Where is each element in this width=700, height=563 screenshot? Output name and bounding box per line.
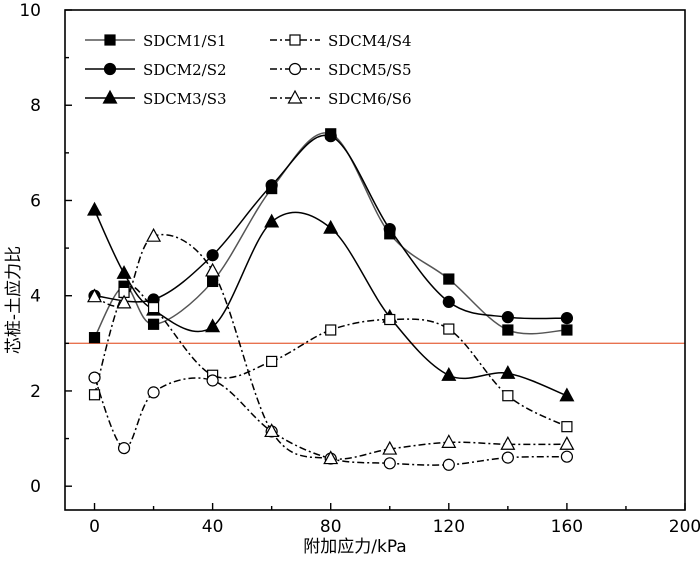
data-point-s2-4 [265,179,278,192]
legend-label-2: SDCM2/S2 [143,61,227,79]
legend-label-4: SDCM4/S4 [328,32,412,50]
legend-marker-1 [104,34,116,46]
data-point-s5-10 [560,450,574,463]
legend-marker-3 [102,89,118,104]
legend-label-1: SDCM1/S1 [143,32,227,50]
legend-label-5: SDCM5/S5 [328,61,412,79]
data-point-s2-8 [501,311,514,324]
data-point-s3-8 [441,366,457,381]
series-lines-group [93,132,568,466]
data-point-s1-3 [147,318,160,330]
series-markers-group [87,128,575,471]
legend-marker-5 [288,62,302,76]
series-line-5 [93,377,567,466]
data-point-s6-7 [382,440,398,455]
x-tick-label: 120 [433,517,465,537]
data-point-s2-6 [383,222,396,236]
y-tick-label: 6 [30,191,41,211]
data-point-s3-1 [87,201,103,216]
data-point-s1-1 [88,332,101,344]
data-point-s4-6 [325,324,337,336]
data-point-s6-6 [323,450,339,465]
data-point-s1-9 [502,324,514,336]
legend-label-3: SDCM3/S3 [143,90,227,108]
plot-frame [64,9,686,511]
data-point-s4-10 [561,421,573,433]
y-tick-label: 10 [19,1,41,21]
x-tick-label: 0 [89,517,100,537]
y-tick-label: 0 [30,477,41,497]
x-tick-label: 80 [320,517,342,537]
data-point-s4-7 [384,313,396,326]
legend-marker-2 [103,62,117,76]
data-point-s2-7 [442,295,455,309]
data-point-s6-8 [441,434,457,448]
y-axis-title: 芯桩-土应力比 [4,246,24,354]
data-point-s4-1 [88,389,101,401]
data-point-s6-9 [500,436,516,450]
legend: SDCM1/S1 SDCM2/S2 SDCM3/S3 SDCM4/S4 SDCM5/S5… [85,32,412,108]
data-point-s5-2 [117,441,131,455]
data-point-s3-4 [205,318,221,333]
data-point-s2-3 [206,249,219,262]
data-point-s5-8 [442,458,455,471]
data-point-s6-2 [116,294,132,309]
legend-label-6: SDCM6/S6 [328,90,412,108]
data-point-s5-3 [147,386,160,399]
series-line-4 [93,285,568,428]
data-point-s3-6 [323,219,339,234]
data-point-s2-9 [560,311,574,325]
y-tick-label: 8 [30,96,41,116]
data-point-s1-10 [561,324,573,336]
legend-marker-4 [289,34,301,46]
x-tick-label: 160 [551,517,583,537]
data-point-s5-4 [206,374,219,387]
data-point-s5-9 [501,451,514,464]
data-point-s3-5 [264,213,280,228]
data-point-s4-8 [443,323,455,335]
y-tick-label: 4 [30,287,41,307]
data-point-s5-1 [88,371,101,384]
data-point-s6-10 [559,436,575,450]
data-point-s6-1 [87,288,103,303]
data-point-s1-8 [443,273,455,285]
data-point-s6-5 [264,423,280,438]
data-point-s3-9 [500,365,516,379]
y-tick-label: 2 [30,382,41,402]
data-point-s6-4 [205,262,221,277]
data-point-s4-9 [502,390,514,402]
data-point-s4-5 [266,355,278,368]
axes-group: 0 40 80 120 160 200 0 2 4 6 8 10 附加应力/kPa 芯桩-土应力比 [4,1,700,557]
data-point-s4-3 [147,302,160,314]
data-point-s3-2 [116,265,132,279]
x-tick-label: 200 [669,517,700,537]
data-point-s6-3 [146,227,162,242]
x-tick-label: 40 [202,517,224,537]
series-line-3 [93,209,568,397]
legend-marker-6 [287,89,303,104]
data-point-s2-5 [324,130,337,143]
series-line-6 [94,233,567,460]
data-point-s1-4 [207,275,219,288]
series-line-1 [93,132,567,338]
x-axis-title: 附加应力/kPa [303,537,406,557]
data-point-s3-10 [559,387,575,402]
data-point-s5-7 [383,457,396,470]
